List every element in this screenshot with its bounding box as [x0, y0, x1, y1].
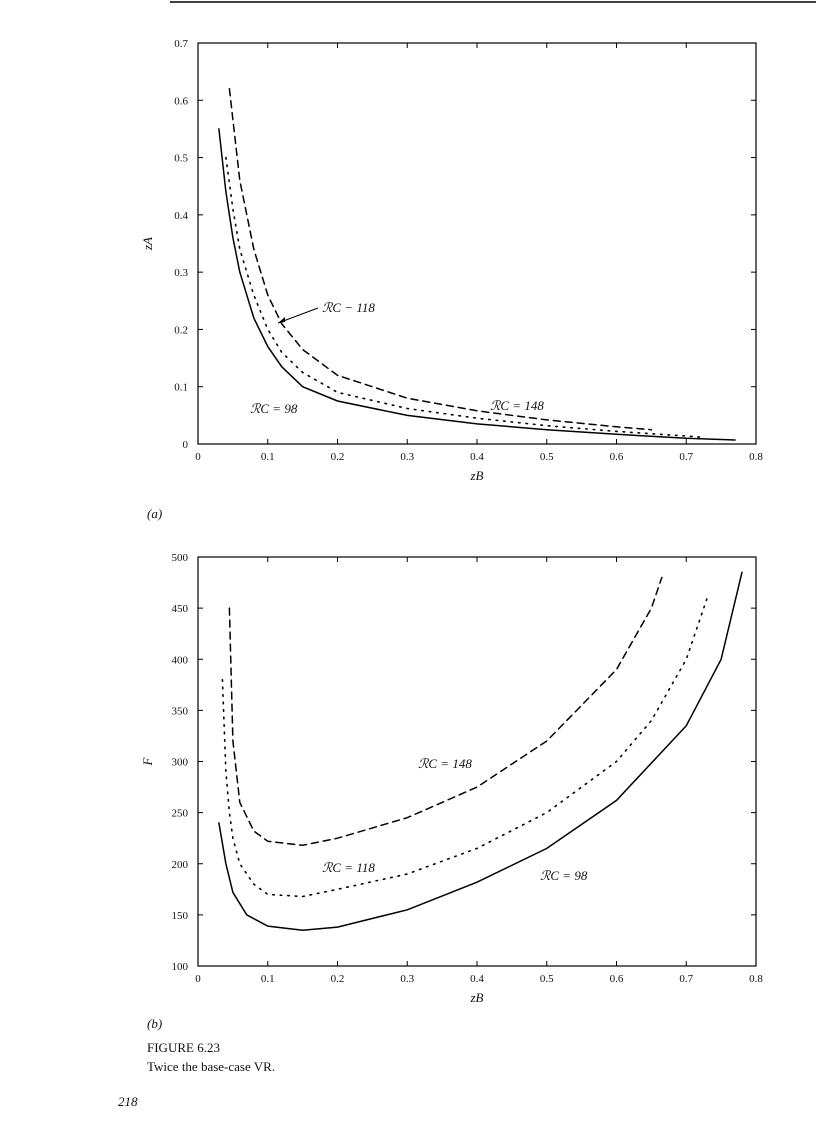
- series-label: ℛC = 148: [490, 398, 544, 413]
- series-line: [228, 88, 653, 431]
- y-tick-label: 0.1: [174, 382, 188, 394]
- y-tick-label: 200: [172, 859, 189, 871]
- x-tick-label: 0.8: [749, 451, 763, 463]
- x-tick-label: 0.4: [470, 973, 484, 985]
- y-tick-label: 350: [172, 705, 189, 717]
- y-tick-label: 300: [172, 757, 189, 769]
- y-tick-label: 100: [172, 961, 189, 973]
- x-tick-label: 0.1: [261, 451, 275, 463]
- x-tick-label: 0: [195, 451, 201, 463]
- series-label: ℛC = 118: [322, 860, 375, 875]
- x-tick-label: 0.5: [540, 451, 554, 463]
- y-tick-label: 0.5: [174, 153, 188, 165]
- panel-label: (b): [147, 1016, 162, 1031]
- y-axis-label: F: [140, 756, 155, 766]
- series-line: [228, 576, 663, 847]
- series-line: [221, 597, 708, 898]
- y-axis-label: zA: [140, 237, 155, 251]
- series-line: [218, 571, 743, 931]
- page-number: 218: [118, 1094, 138, 1109]
- y-tick-label: 0: [183, 439, 189, 451]
- x-tick-label: 0.2: [331, 973, 345, 985]
- y-tick-label: 0.2: [174, 324, 188, 336]
- y-tick-label: 500: [172, 552, 189, 564]
- series-label: ℛC − 118: [322, 300, 375, 315]
- x-axis-label: zB: [470, 990, 484, 1005]
- series-label: ℛC = 98: [250, 401, 298, 416]
- x-tick-label: 0.7: [679, 451, 693, 463]
- x-tick-label: 0.1: [261, 973, 275, 985]
- x-axis-label: zB: [470, 468, 484, 483]
- figure-number: FIGURE 6.23: [147, 1040, 220, 1055]
- series-label: ℛC = 148: [418, 756, 472, 771]
- x-tick-label: 0.2: [331, 451, 345, 463]
- plot-frame: [197, 42, 757, 445]
- x-tick-label: 0.4: [470, 451, 484, 463]
- y-tick-label: 0.6: [174, 95, 188, 107]
- x-tick-label: 0.3: [400, 973, 414, 985]
- series-line: [225, 156, 701, 438]
- y-tick-label: 150: [172, 910, 189, 922]
- y-tick-label: 0.4: [174, 210, 188, 222]
- x-tick-label: 0.7: [679, 973, 693, 985]
- arrow-head: [278, 317, 285, 323]
- x-tick-label: 0.5: [540, 973, 554, 985]
- figure-caption: Twice the base-case VR.: [147, 1059, 275, 1074]
- y-tick-label: 400: [172, 654, 189, 666]
- x-tick-label: 0.8: [749, 973, 763, 985]
- y-tick-label: 450: [172, 603, 189, 615]
- panel-label: (a): [147, 506, 162, 521]
- plot-frame: [197, 556, 757, 967]
- y-tick-label: 0.3: [174, 267, 188, 279]
- x-tick-label: 0: [195, 973, 201, 985]
- x-tick-label: 0.6: [610, 973, 624, 985]
- y-tick-label: 250: [172, 808, 189, 820]
- x-tick-label: 0.3: [400, 451, 414, 463]
- x-tick-label: 0.6: [610, 451, 624, 463]
- series-label: ℛC = 98: [540, 868, 588, 883]
- y-tick-label: 0.7: [174, 38, 188, 50]
- series-line: [218, 128, 736, 441]
